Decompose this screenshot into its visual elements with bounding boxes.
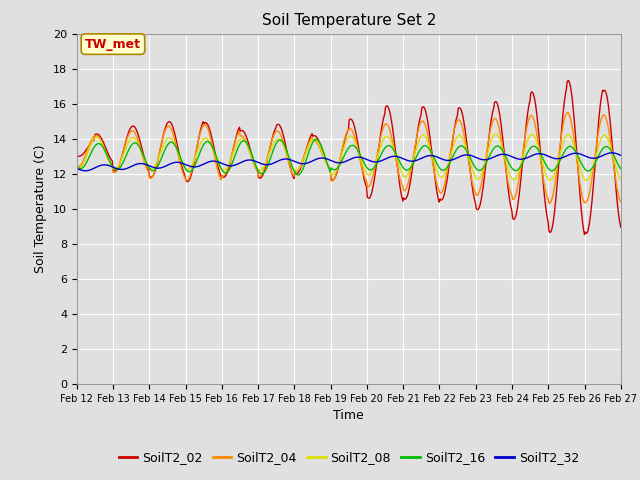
SoilT2_08 bbox=[492, 131, 500, 137]
SoilT2_02 bbox=[415, 121, 422, 127]
SoilT2_32 bbox=[608, 150, 616, 156]
SoilT2_08 bbox=[139, 152, 147, 158]
SoilT2_04 bbox=[431, 172, 438, 178]
SoilT2_08 bbox=[194, 147, 202, 153]
SoilT2_02 bbox=[73, 153, 81, 159]
SoilT2_04 bbox=[415, 125, 422, 131]
SoilT2_08 bbox=[617, 177, 625, 182]
SoilT2_32 bbox=[73, 166, 81, 171]
SoilT2_32 bbox=[431, 154, 439, 159]
SoilT2_08 bbox=[431, 162, 438, 168]
SoilT2_16 bbox=[139, 151, 147, 156]
SoilT2_02 bbox=[431, 174, 438, 180]
SoilT2_16 bbox=[73, 163, 81, 169]
SoilT2_08 bbox=[73, 165, 81, 170]
Line: SoilT2_04: SoilT2_04 bbox=[77, 113, 621, 204]
SoilT2_02 bbox=[617, 224, 625, 230]
Y-axis label: Soil Temperature (C): Soil Temperature (C) bbox=[35, 144, 47, 273]
SoilT2_04 bbox=[83, 149, 90, 155]
SoilT2_16 bbox=[417, 146, 424, 152]
Text: TW_met: TW_met bbox=[85, 37, 141, 50]
Line: SoilT2_16: SoilT2_16 bbox=[77, 139, 621, 175]
SoilT2_16 bbox=[83, 159, 90, 165]
SoilT2_04 bbox=[564, 110, 572, 116]
SoilT2_32 bbox=[223, 163, 231, 168]
SoilT2_32 bbox=[416, 156, 424, 162]
SoilT2_02 bbox=[139, 148, 147, 154]
X-axis label: Time: Time bbox=[333, 409, 364, 422]
SoilT2_16 bbox=[433, 159, 440, 165]
Title: Soil Temperature Set 2: Soil Temperature Set 2 bbox=[262, 13, 436, 28]
SoilT2_32 bbox=[140, 161, 147, 167]
SoilT2_04 bbox=[194, 140, 202, 145]
SoilT2_04 bbox=[73, 164, 81, 169]
SoilT2_04 bbox=[223, 168, 230, 174]
SoilT2_08 bbox=[223, 165, 230, 171]
SoilT2_08 bbox=[83, 153, 90, 158]
SoilT2_02 bbox=[83, 146, 90, 152]
SoilT2_32 bbox=[617, 153, 625, 158]
SoilT2_02 bbox=[564, 78, 572, 84]
SoilT2_04 bbox=[617, 199, 625, 205]
SoilT2_32 bbox=[81, 168, 89, 174]
SoilT2_08 bbox=[582, 178, 590, 183]
SoilT2_16 bbox=[312, 136, 320, 142]
SoilT2_04 bbox=[546, 201, 554, 206]
Line: SoilT2_08: SoilT2_08 bbox=[77, 134, 621, 180]
SoilT2_16 bbox=[617, 166, 625, 172]
SoilT2_16 bbox=[194, 155, 202, 161]
SoilT2_32 bbox=[84, 168, 92, 173]
SoilT2_04 bbox=[139, 154, 147, 159]
SoilT2_08 bbox=[415, 138, 422, 144]
SoilT2_32 bbox=[195, 163, 202, 169]
Line: SoilT2_02: SoilT2_02 bbox=[77, 81, 621, 235]
SoilT2_02 bbox=[223, 171, 230, 177]
Line: SoilT2_32: SoilT2_32 bbox=[77, 153, 621, 171]
SoilT2_16 bbox=[223, 169, 230, 175]
SoilT2_02 bbox=[580, 232, 588, 238]
Legend: SoilT2_02, SoilT2_04, SoilT2_08, SoilT2_16, SoilT2_32: SoilT2_02, SoilT2_04, SoilT2_08, SoilT2_… bbox=[113, 446, 584, 469]
SoilT2_02 bbox=[194, 140, 202, 146]
SoilT2_16 bbox=[294, 172, 301, 178]
